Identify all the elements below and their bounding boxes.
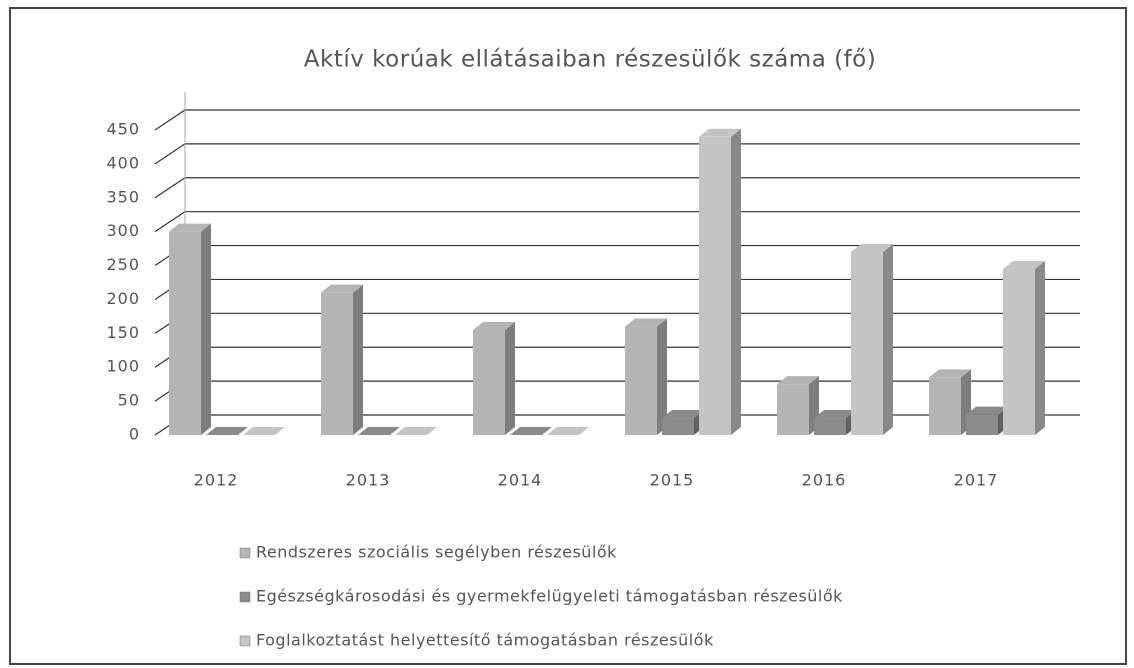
y-tick-label: 400 [106,153,140,172]
y-tick-label: 250 [106,255,140,274]
bar [966,414,998,435]
legend-label: Foglalkoztatást helyettesítő támogatásba… [256,631,714,650]
x-tick-label: 2017 [954,471,999,490]
bar [777,384,809,435]
bar-side [353,284,363,435]
bar-top [851,244,893,252]
bar [929,377,961,435]
bar [1003,268,1035,435]
bar-side [1035,260,1045,435]
legend-swatch [239,635,251,647]
y-tick-label: 350 [106,187,140,206]
bar-top [358,427,400,435]
bar-top [206,427,248,435]
bar-side [883,244,893,435]
bar [699,136,731,435]
x-tick-label: 2015 [650,471,695,490]
bar-top [169,223,211,232]
bar-side [201,223,211,435]
bar-top [1003,260,1045,269]
bar-top [473,321,515,330]
x-tick-label: 2013 [346,471,391,490]
x-tick-label: 2012 [194,471,239,490]
y-tick-label: 200 [106,289,140,308]
legend-swatch [239,547,251,559]
bar-side [731,128,741,435]
bar-top [395,427,437,435]
bar-top [625,318,667,327]
legend-label: Rendszeres szociális segélyben részesülő… [256,543,617,562]
bar [851,252,883,435]
y-tick-label: 150 [106,323,140,342]
bar-top [814,410,856,419]
x-tick-label: 2016 [802,471,847,490]
bar-top [699,128,741,137]
bar-side [505,321,515,435]
y-tick-label: 300 [106,221,140,240]
bar [814,418,846,435]
bar-top [243,427,285,435]
bar-top [547,427,589,435]
bar-top [321,284,363,293]
y-tick-label: 50 [118,391,140,410]
y-tick-label: 100 [106,357,140,376]
bar-side [657,318,667,435]
bar [662,418,694,435]
bar-top [662,410,704,419]
bar [321,292,353,435]
bar [169,231,201,435]
y-tick-label: 0 [129,425,140,444]
bar-top [929,369,971,378]
legend-label: Egészségkárosodási és gyermekfelügyeleti… [256,587,843,606]
x-tick-label: 2014 [498,471,543,490]
bar-top [966,406,1008,415]
bar [473,329,505,435]
legend-swatch [239,591,251,603]
bar-top [510,427,552,435]
bar [625,326,657,435]
bar-top [777,376,819,385]
chart-title: Aktív korúak ellátásaiban részesülők szá… [304,47,876,73]
y-tick-label: 450 [106,120,140,139]
